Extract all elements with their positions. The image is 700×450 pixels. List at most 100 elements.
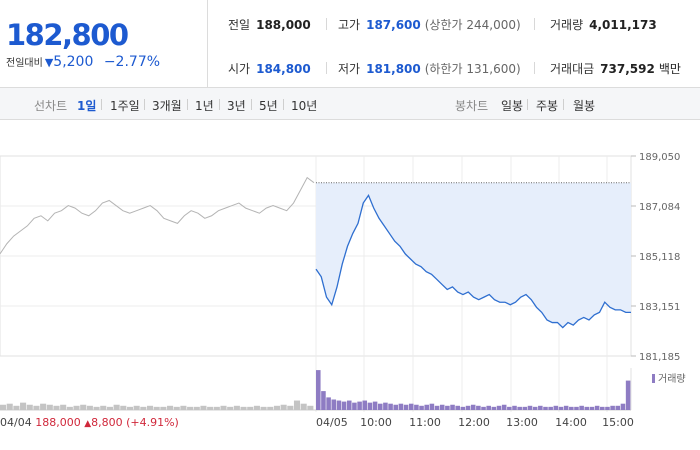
today-volume-bar <box>517 406 522 410</box>
tab-weekly[interactable]: 주봉 <box>536 99 559 113</box>
stat-value: 187,600 <box>366 18 421 32</box>
prev-volume-bar <box>86 405 93 410</box>
prev-volume-bar <box>126 406 134 410</box>
x-tick-label: 15:00 <box>602 416 634 429</box>
prev-volume-bar <box>140 406 147 410</box>
today-volume-bar <box>331 399 337 410</box>
today-volume-bar <box>450 404 455 410</box>
prev-volume-bar <box>180 405 187 410</box>
tab-1y[interactable]: 1년 <box>195 99 214 113</box>
prev-volume-bar <box>106 406 113 410</box>
prev-volume-bar <box>146 405 154 410</box>
volume-legend: 거래량 <box>652 373 686 385</box>
prev-volume-bar <box>307 405 314 410</box>
y-tick-label: 189,050 <box>639 152 680 163</box>
stat-high: 고가 187,600 (상한가 244,000) <box>338 16 521 33</box>
stat-value: 737,592 <box>600 62 655 76</box>
tab-divider <box>144 99 145 110</box>
today-volume-bar <box>491 406 497 410</box>
today-volume-bar <box>594 405 600 410</box>
tab-3m[interactable]: 3개월 <box>152 99 182 113</box>
prev-volume-bar <box>120 405 127 410</box>
today-volume-bar <box>532 406 538 410</box>
prev-volume-bar <box>220 405 227 410</box>
prev-day-date: 04/04 <box>0 416 35 429</box>
today-volume-bar <box>393 404 399 410</box>
legend-swatch <box>652 374 655 383</box>
today-volume-bar <box>476 405 481 410</box>
prev-volume-bar <box>200 405 207 410</box>
tab-1d[interactable]: 1일 <box>77 99 97 113</box>
x-tick-label: 10:00 <box>360 416 392 429</box>
today-fill <box>316 182 631 328</box>
tab-divider <box>527 99 528 110</box>
today-volume-bar <box>548 406 553 410</box>
x-axis: 04/05 10:00 11:00 12:00 13:00 14:00 15:00 <box>316 416 634 429</box>
stat-value: 181,800 <box>366 62 421 76</box>
change-row: 전일대비 ▼5,200 −2.77% <box>6 54 160 70</box>
prev-volume-bar <box>267 406 274 410</box>
today-volume-bar <box>579 405 584 410</box>
tab-divider <box>219 99 220 110</box>
prev-volume-bar <box>173 406 180 410</box>
tab-5y[interactable]: 5년 <box>259 99 278 113</box>
today-volume-bar <box>419 405 424 410</box>
y-tick-label: 187,084 <box>639 202 680 213</box>
prev-volume-bar <box>133 405 140 410</box>
divider <box>326 18 327 30</box>
prev-volume-bar <box>20 402 27 410</box>
today-line <box>315 194 631 329</box>
today-volume-bar <box>486 405 491 410</box>
today-volume-bar <box>543 406 548 410</box>
x-tick-label: 04/05 <box>316 416 348 429</box>
today-volume-bar <box>445 405 450 410</box>
stat-unit: 백만 <box>658 62 681 76</box>
tab-10y[interactable]: 10년 <box>291 99 318 113</box>
prev-volume-bar <box>287 405 294 410</box>
x-tick-label: 12:00 <box>458 416 490 429</box>
prev-day-close: 188,000 <box>35 416 84 429</box>
stat-label: 시가 <box>228 62 251 76</box>
today-volume-bar <box>615 405 621 410</box>
tab-daily[interactable]: 일봉 <box>501 99 524 113</box>
prev-day-line <box>0 176 315 255</box>
today-volume-bar <box>574 406 579 410</box>
prev-volume-bar <box>113 404 120 410</box>
up-arrow-icon: ▲ <box>84 419 91 429</box>
prev-volume-bar <box>0 404 7 410</box>
candle-chart-label: 봉차트 <box>455 99 489 113</box>
prev-volume-bar <box>193 406 200 410</box>
today-volume-bar <box>553 405 559 410</box>
prev-volume-bar <box>213 406 220 410</box>
today-volume-bar <box>357 401 362 410</box>
prev-volume-bar <box>13 405 20 410</box>
today-volume-bar <box>388 403 393 410</box>
y-tick-label: 183,151 <box>639 302 680 313</box>
stat-open: 시가 184,800 <box>228 60 311 77</box>
prev-volume-bar <box>46 404 53 410</box>
today-volume-bar <box>558 406 564 410</box>
today-volume-bar <box>569 406 574 410</box>
today-volume-bar <box>326 397 331 410</box>
today-volume-bar <box>367 402 373 410</box>
current-price: 182,800 <box>6 18 129 52</box>
quote-header: 182,800 전일대비 ▼5,200 −2.77% 전일 188,000 고가 18… <box>0 0 700 88</box>
prev-volume-bar <box>187 406 194 410</box>
prev-volume-bar <box>207 406 214 410</box>
tab-3y[interactable]: 3년 <box>227 99 246 113</box>
stat-value: 4,011,173 <box>589 18 657 32</box>
divider <box>534 62 535 74</box>
today-volume-bar <box>605 406 610 410</box>
today-volume-bar <box>377 403 383 410</box>
prev-volume-bar <box>26 404 33 410</box>
today-volume-bar <box>455 405 460 410</box>
change-label: 전일대비 <box>6 58 43 69</box>
tab-1w[interactable]: 1주일 <box>110 99 140 113</box>
today-volume-bar <box>321 391 326 410</box>
today-volume-bar <box>501 404 507 410</box>
tab-monthly[interactable]: 월봉 <box>573 99 596 113</box>
stat-low: 저가 181,800 (하한가 131,600) <box>338 60 521 77</box>
tab-divider <box>251 99 252 110</box>
today-volume-bar <box>507 406 512 410</box>
stat-label: 거래대금 <box>550 62 595 76</box>
